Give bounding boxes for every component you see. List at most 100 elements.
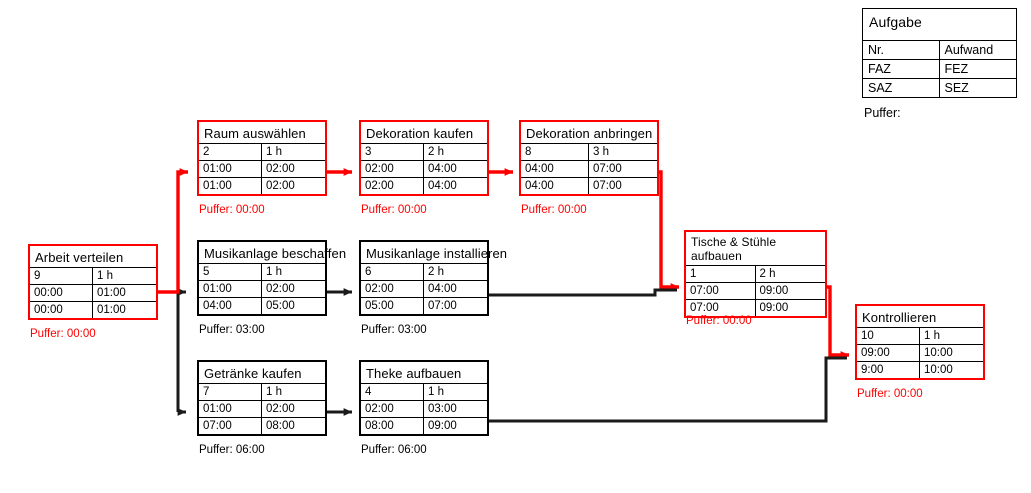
task-aufwand: 1 h — [428, 386, 444, 398]
task-row-nr-aufwand: 5 1 h — [199, 264, 325, 280]
task-puffer: Puffer: 00:00 — [686, 315, 752, 327]
task-title: Musikanlage installieren — [366, 246, 508, 261]
task-row-faz-fez: 02:00 03:00 — [361, 400, 487, 417]
task-fez: 01:00 — [97, 287, 126, 299]
task-saz: 05:00 — [361, 298, 424, 314]
task-aufwand: 3 h — [593, 146, 609, 158]
task-nr: 5 — [199, 264, 262, 280]
task-title: Arbeit verteilen — [35, 250, 124, 265]
task-aufwand: 2 h — [428, 266, 444, 278]
task-node-theke-aufbauen[interactable]: Theke aufbauen 4 1 h 02:00 03:00 08:00 0… — [359, 360, 489, 456]
task-row-nr-aufwand: 1 2 h — [686, 266, 825, 282]
legend-frame: Aufgabe Nr. Aufwand FAZ FEZ SAZ SEZ — [862, 8, 1017, 98]
task-sez: 10:00 — [924, 364, 953, 376]
task-faz: 01:00 — [199, 161, 262, 177]
edge-theke-to-kontrollieren — [489, 356, 847, 423]
task-row-nr-aufwand: 7 1 h — [199, 384, 325, 400]
task-node-getraenke-kaufen[interactable]: Getränke kaufen 7 1 h 01:00 02:00 07:00 … — [197, 360, 327, 456]
task-node-raum-auswaehlen[interactable]: Raum auswählen 2 1 h 01:00 02:00 01:00 0… — [197, 120, 327, 216]
task-fez: 02:00 — [266, 403, 295, 415]
task-title: Tische & Stühle aufbauen — [691, 235, 777, 263]
task-sez: 05:00 — [266, 300, 295, 312]
task-node-dekoration-anbringen[interactable]: Dekoration anbringen 8 3 h 04:00 07:00 0… — [519, 120, 659, 216]
task-saz: 00:00 — [30, 302, 93, 318]
task-grid: 2 1 h 01:00 02:00 01:00 02:00 — [199, 143, 325, 194]
task-aufwand: 1 h — [266, 146, 282, 158]
edge-tische-to-kontrollieren — [827, 285, 850, 359]
task-grid: 3 2 h 02:00 04:00 02:00 04:00 — [361, 143, 487, 194]
task-frame: Tische & Stühle aufbauen 1 2 h 07:00 09:… — [684, 230, 827, 318]
task-row-saz-sez: 04:00 05:00 — [199, 297, 325, 314]
legend-grid: Nr. Aufwand FAZ FEZ SAZ SEZ — [863, 40, 1016, 97]
task-row-faz-fez: 01:00 02:00 — [199, 160, 325, 177]
task-frame: Musikanlage beschaffen 5 1 h 01:00 02:00… — [197, 240, 346, 316]
edge-musikinstallieren-to-tische — [489, 288, 677, 297]
task-row-saz-sez: 00:00 01:00 — [30, 301, 156, 318]
task-row-saz-sez: 07:00 08:00 — [199, 417, 325, 434]
legend-row-saz: SAZ SEZ — [863, 78, 1016, 97]
task-row-nr-aufwand: 10 1 h — [857, 328, 983, 344]
task-node-arbeit-verteilen[interactable]: Arbeit verteilen 9 1 h 00:00 01:00 00:00… — [28, 244, 158, 340]
task-saz: 04:00 — [199, 298, 262, 314]
edge-dekoanbringen-to-tische — [658, 170, 680, 291]
task-grid: 1 2 h 07:00 09:00 07:00 09:00 — [686, 265, 825, 316]
task-frame: Arbeit verteilen 9 1 h 00:00 01:00 00:00… — [28, 244, 158, 320]
task-node-dekoration-kaufen[interactable]: Dekoration kaufen 3 2 h 02:00 04:00 02:0… — [359, 120, 489, 216]
task-nr: 10 — [857, 328, 920, 344]
legend-puffer-label: Puffer: — [864, 106, 901, 120]
edge-arbeit-to-branch-bus — [176, 288, 187, 416]
task-row-nr-aufwand: 3 2 h — [361, 144, 487, 160]
task-row-saz-sez: 01:00 02:00 — [199, 177, 325, 194]
task-title: Kontrollieren — [862, 310, 937, 325]
task-aufwand: 1 h — [97, 270, 113, 282]
task-faz: 02:00 — [361, 401, 424, 417]
task-puffer: Puffer: 00:00 — [521, 204, 587, 216]
task-sez: 04:00 — [428, 180, 457, 192]
task-row-faz-fez: 02:00 04:00 — [361, 160, 487, 177]
task-puffer: Puffer: 00:00 — [857, 388, 923, 400]
task-row-faz-fez: 02:00 04:00 — [361, 280, 487, 297]
task-aufwand: 1 h — [266, 266, 282, 278]
task-nr: 9 — [30, 268, 93, 284]
legend-saz-label: SAZ — [863, 79, 940, 97]
task-saz: 9:00 — [857, 362, 920, 378]
legend-nr-label: Nr. — [863, 41, 940, 59]
task-frame: Getränke kaufen 7 1 h 01:00 02:00 07:00 … — [197, 360, 327, 436]
task-aufwand: 1 h — [924, 330, 940, 342]
task-puffer: Puffer: 00:00 — [30, 328, 96, 340]
task-node-tische-stuehle-aufbauen[interactable]: Tische & Stühle aufbauen 1 2 h 07:00 09:… — [684, 230, 827, 327]
task-fez: 04:00 — [428, 283, 457, 295]
task-row-saz-sez: 02:00 04:00 — [361, 177, 487, 194]
task-grid: 7 1 h 01:00 02:00 07:00 08:00 — [199, 383, 325, 434]
task-nr: 2 — [199, 144, 262, 160]
task-faz: 01:00 — [199, 401, 262, 417]
task-fez: 04:00 — [428, 163, 457, 175]
task-node-musikanlage-installieren[interactable]: Musikanlage installieren 6 2 h 02:00 04:… — [359, 240, 508, 336]
task-row-faz-fez: 07:00 09:00 — [686, 282, 825, 299]
task-sez: 02:00 — [266, 180, 295, 192]
task-faz: 09:00 — [857, 345, 920, 361]
task-faz: 02:00 — [361, 161, 424, 177]
task-puffer: Puffer: 03:00 — [199, 324, 265, 336]
task-grid: 5 1 h 01:00 02:00 04:00 05:00 — [199, 263, 325, 314]
task-aufwand: 2 h — [428, 146, 444, 158]
legend-faz-label: FAZ — [863, 60, 940, 78]
task-fez: 02:00 — [266, 163, 295, 175]
task-saz: 07:00 — [199, 418, 262, 434]
task-puffer: Puffer: 06:00 — [361, 444, 427, 456]
task-frame: Theke aufbauen 4 1 h 02:00 03:00 08:00 0… — [359, 360, 489, 436]
task-node-kontrollieren[interactable]: Kontrollieren 10 1 h 09:00 10:00 9:00 10… — [855, 304, 985, 400]
edge-arbeit-to-raum — [158, 168, 189, 294]
task-faz: 07:00 — [686, 283, 756, 299]
task-row-faz-fez: 01:00 02:00 — [199, 400, 325, 417]
task-faz: 00:00 — [30, 285, 93, 301]
task-node-musikanlage-beschaffen[interactable]: Musikanlage beschaffen 5 1 h 01:00 02:00… — [197, 240, 346, 336]
task-saz: 08:00 — [361, 418, 424, 434]
task-puffer: Puffer: 03:00 — [361, 324, 427, 336]
task-faz: 01:00 — [199, 281, 262, 297]
task-grid: 10 1 h 09:00 10:00 9:00 10:00 — [857, 327, 983, 378]
task-row-faz-fez: 01:00 02:00 — [199, 280, 325, 297]
task-fez: 10:00 — [924, 347, 953, 359]
task-row-saz-sez: 04:00 07:00 — [521, 177, 657, 194]
